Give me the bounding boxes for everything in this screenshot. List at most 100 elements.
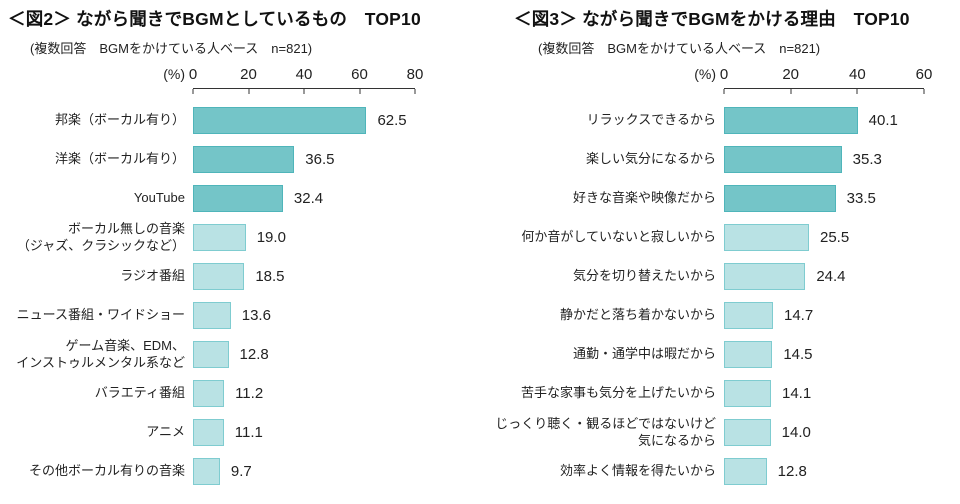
axis-line [192, 88, 416, 94]
bar [193, 419, 224, 446]
bar-row: リラックスできるから 40.1 [474, 101, 960, 140]
axis-tick-mark [303, 89, 305, 94]
x-axis: (%) 0 20 40 60 80 [163, 66, 423, 96]
bar-area: 12.8 [724, 458, 924, 485]
category-label: ニュース番組・ワイドショー [16, 307, 185, 323]
bar-row: アニメ 11.1 [0, 413, 474, 452]
category-label: 楽しい気分になるから [585, 151, 716, 167]
value-label: 11.2 [235, 385, 264, 402]
value-label: 14.1 [782, 385, 812, 402]
bar [193, 302, 231, 329]
value-label: 36.5 [305, 151, 335, 168]
bar-row: バラエティ番組 11.2 [0, 374, 474, 413]
value-label: 62.5 [377, 112, 407, 129]
value-label: 13.6 [241, 307, 271, 324]
axis-tick-mark [923, 89, 925, 94]
bar-area: 62.5 [193, 107, 415, 134]
axis-tick-label: 0 [719, 66, 729, 83]
value-label: 18.5 [255, 268, 285, 285]
axis-tick-label: 0 [188, 66, 198, 83]
bar-row: 邦楽（ボーカル有り） 62.5 [0, 101, 474, 140]
axis-line [723, 88, 925, 94]
value-label: 32.4 [293, 190, 324, 207]
category-label: ゲーム音楽、EDM、 インストゥルメンタル系など [16, 338, 185, 370]
category-label: YouTube [133, 190, 185, 206]
bar [724, 107, 858, 134]
axis-unit-label: (%) [163, 66, 185, 82]
bar-area: 36.5 [193, 146, 415, 173]
axis-tick-mark [359, 89, 360, 94]
category-label: 気分を切り替えたいから [572, 268, 716, 284]
bar-area: 11.2 [193, 380, 415, 407]
bar-row: ボーカル無しの音楽 （ジャズ、クラシックなど） 19.0 [0, 218, 474, 257]
bar [193, 263, 245, 290]
value-label: 40.1 [868, 112, 898, 129]
category-label: 洋楽（ボーカル有り） [54, 151, 185, 167]
bar-area: 18.5 [193, 263, 415, 290]
bar-row: 静かだと落ち着かないから 14.7 [474, 296, 960, 335]
category-label: 効率よく情報を得たいから [559, 463, 716, 479]
axis-tick-mark [248, 89, 249, 94]
chart-subtitle: (複数回答 BGMをかけている人ベース n=821) [538, 41, 821, 56]
category-label: アニメ [146, 424, 185, 440]
bar [193, 185, 283, 212]
value-label: 19.0 [256, 229, 286, 246]
bar [193, 107, 367, 134]
bar [724, 380, 771, 407]
bar-row: 通勤・通学中は暇だから 14.5 [474, 335, 960, 374]
value-label: 14.7 [784, 307, 814, 324]
bar-row: ニュース番組・ワイドショー 13.6 [0, 296, 474, 335]
axis-tick-label: 60 [915, 66, 933, 83]
bar-row: じっくり聴く・観るほどではないけど 気になるから 14.0 [474, 413, 960, 452]
bar-area: 9.7 [193, 458, 415, 485]
x-axis: (%) 0 20 40 60 [694, 66, 932, 96]
value-label: 11.1 [234, 424, 263, 441]
bar-area: 25.5 [724, 224, 924, 251]
bar-row: 苦手な家事も気分を上げたいから 14.1 [474, 374, 960, 413]
bar-row: ゲーム音楽、EDM、 インストゥルメンタル系など 12.8 [0, 335, 474, 374]
bar [724, 302, 773, 329]
bar-rows: 邦楽（ボーカル有り） 62.5 洋楽（ボーカル有り） 36.5 YouTube 32.4 ボ… [0, 101, 474, 491]
chart-figure3: ＜図3＞ ながら聞きでBGMをかける理由 TOP10 (複数回答 BGMをかけて… [474, 0, 960, 504]
axis-tick-label: 80 [406, 66, 424, 83]
value-label: 14.5 [783, 346, 813, 363]
bar [193, 224, 246, 251]
bar-row: 洋楽（ボーカル有り） 36.5 [0, 140, 474, 179]
axis-tick-mark [856, 89, 858, 94]
category-label: ラジオ番組 [120, 268, 185, 284]
axis-tick-label: 20 [782, 66, 799, 83]
bar-area: 14.1 [724, 380, 924, 407]
value-label: 12.8 [239, 346, 269, 363]
bar-rows: リラックスできるから 40.1 楽しい気分になるから 35.3 好きな音楽や映像だから 3… [474, 101, 960, 491]
bar-area: 24.4 [724, 263, 924, 290]
bar-row: 効率よく情報を得たいから 12.8 [474, 452, 960, 491]
bar [193, 146, 295, 173]
bar-row: ラジオ番組 18.5 [0, 257, 474, 296]
chart-title: ＜図3＞ ながら聞きでBGMをかける理由 TOP10 [514, 9, 910, 29]
axis-tick-mark [790, 89, 792, 94]
bar-area: 19.0 [193, 224, 415, 251]
axis-unit-label: (%) [694, 66, 716, 82]
bar-area: 32.4 [193, 185, 415, 212]
category-label: バラエティ番組 [94, 385, 185, 401]
bar [724, 185, 836, 212]
category-label: 苦手な家事も気分を上げたいから [520, 385, 716, 401]
bar-area: 14.7 [724, 302, 924, 329]
axis-tick-mark [414, 89, 416, 94]
chart-figure2: ＜図2＞ ながら聞きでBGMとしているもの TOP10 (複数回答 BGMをかけ… [0, 0, 474, 504]
bar-area: 40.1 [724, 107, 924, 134]
axis-tick-mark [723, 89, 725, 94]
category-label: 静かだと落ち着かないから [559, 307, 716, 323]
category-label: 何か音がしていないと寂しいから [521, 229, 716, 245]
bar-area: 11.1 [193, 419, 415, 446]
value-label: 33.5 [846, 190, 876, 207]
category-label: リラックスできるから [586, 112, 716, 128]
bar [724, 458, 767, 485]
bar-row: 何か音がしていないと寂しいから 25.5 [474, 218, 960, 257]
category-label: その他ボーカル有りの音楽 [28, 463, 185, 479]
axis-tick-label: 20 [240, 66, 257, 83]
bar-area: 12.8 [193, 341, 415, 368]
axis-tick-label: 60 [351, 66, 368, 83]
bar-row: YouTube 32.4 [0, 179, 474, 218]
